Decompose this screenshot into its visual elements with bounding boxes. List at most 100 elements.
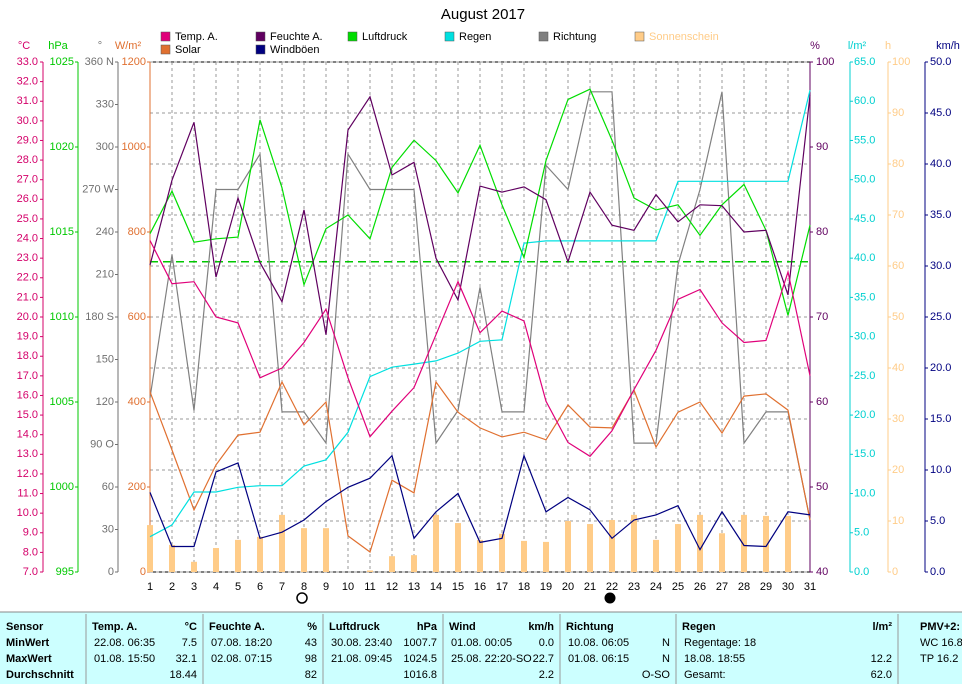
x-tick-label: 25 [672,581,684,593]
y-tick-label: 50 [816,481,828,493]
axis-unit: °C [18,40,30,52]
y-tick-label: 30.0 [930,260,951,272]
y-tick-label: 1025 [50,56,74,68]
x-tick-label: 1 [147,581,153,593]
table-cell-value: O-SO [642,669,671,681]
legend-label: Luftdruck [362,31,408,43]
table-row-label: MinWert [6,637,50,649]
table-cell-value: N [662,653,670,665]
x-tick-label: 17 [496,581,508,593]
sunshine-bar [565,521,571,572]
table-row-label: MaxWert [6,653,52,665]
y-tick-label: 1015 [50,226,74,238]
y-tick-label: 300 [96,141,114,153]
y-tick-label: 11.0 [17,487,38,499]
table-cell-value: 1007.7 [403,637,437,649]
table-cell-value: 1024.5 [403,653,437,665]
x-tick-label: 2 [169,581,175,593]
y-tick-label: 40 [892,362,904,374]
x-tick-label: 29 [760,581,772,593]
x-tick-label: 9 [323,581,329,593]
table-column-unit: l/m² [872,621,892,633]
y-tick-label: 65.0 [854,56,875,68]
y-tick-label: 1200 [122,56,146,68]
table-cell-time: 01.08. 06:15 [568,653,629,665]
table-cell-time: 30.08. 23:40 [331,637,392,649]
x-tick-label: 18 [518,581,530,593]
y-tick-label: 360 N [85,56,114,68]
sunshine-bar [741,514,747,572]
y-tick-label: 40.0 [930,158,951,170]
y-tick-label: 90 O [90,438,114,450]
y-tick-label: 1010 [50,311,74,323]
legend-swatch [255,31,266,42]
x-tick-label: 6 [257,581,263,593]
y-tick-label: 20.0 [854,409,875,421]
axis-unit: ° [98,40,102,52]
sunshine-bar [653,539,659,572]
y-tick-label: 22.0 [17,272,38,284]
y-tick-label: 32.0 [17,76,38,88]
table-column-name: Temp. A. [92,621,137,633]
y-tick-label: 10 [892,515,904,527]
sunshine-bar [147,525,153,572]
x-tick-label: 30 [782,581,794,593]
x-tick-label: 27 [716,581,728,593]
table-cell-value: 12.2 [871,653,892,665]
y-tick-label: 600 [128,311,146,323]
y-tick-label: 100 [816,56,834,68]
y-tick-label: 70 [892,209,904,221]
series-line [149,90,811,538]
y-tick-label: 80 [816,226,828,238]
table-column-name: Wind [449,621,476,633]
x-tick-label: 28 [738,581,750,593]
y-tick-label: 240 [96,226,114,238]
y-tick-label: 35.0 [930,209,951,221]
y-tick-label: 270 W [82,183,114,195]
y-tick-label: 90 [816,141,828,153]
y-tick-label: 25.0 [930,311,951,323]
x-tick-label: 10 [342,581,354,593]
y-tick-label: 0.0 [854,566,869,578]
y-tick-label: 30 [892,413,904,425]
y-tick-label: 50.0 [854,174,875,186]
sunshine-bar [499,533,505,572]
y-tick-label: 0 [140,566,146,578]
y-tick-label: 1000 [50,481,74,493]
table-cell-time: WC 16.8 [920,637,962,649]
y-tick-label: 55.0 [854,134,875,146]
y-tick-label: 35.0 [854,291,875,303]
table-cell-value: 82 [305,669,317,681]
y-tick-label: 10.0 [930,464,951,476]
y-tick-label: 50 [892,311,904,323]
x-tick-label: 3 [191,581,197,593]
y-tick-label: 7.0 [23,566,38,578]
y-tick-label: 60 [102,481,114,493]
y-tick-label: 0 [892,566,898,578]
y-tick-label: 60 [892,260,904,272]
series-line [149,91,811,520]
table-cell-time: Gesamt: [684,669,726,681]
sunshine-bar [367,570,373,572]
x-tick-label: 20 [562,581,574,593]
y-tick-label: 18.0 [17,350,38,362]
y-tick-label: 80 [892,158,904,170]
y-tick-label: 5.0 [854,527,869,539]
y-tick-label: 330 [96,98,114,110]
y-tick-label: 30.0 [17,115,38,127]
legend-label: Feuchte A. [270,31,323,43]
y-tick-label: 24.0 [17,232,38,244]
x-tick-label: 19 [540,581,552,593]
series-line [149,95,811,335]
sunshine-bar [279,514,285,572]
y-tick-label: 17.0 [17,370,38,382]
y-tick-label: 100 [892,56,910,68]
x-tick-label: 8 [301,581,307,593]
y-tick-label: 800 [128,226,146,238]
y-tick-label: 40 [816,566,828,578]
table-cell-time: 22.08. 06:35 [94,637,155,649]
y-tick-label: 40.0 [854,252,875,264]
legend-label: Temp. A. [175,31,218,43]
sunshine-bar [257,536,263,572]
